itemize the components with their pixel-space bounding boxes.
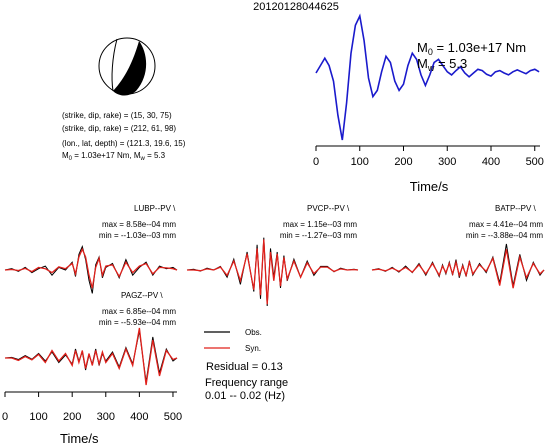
station-max-batp: max = 4.41e--04 mm [469, 220, 543, 229]
m0-symbol: M [62, 151, 69, 160]
waveforms [4, 237, 545, 386]
station-min-pagz: min = --5.93e--04 mm [99, 318, 176, 327]
syn-trace-station-2 [371, 249, 545, 289]
station-name-pvcp: PVCP--PV \ [307, 204, 350, 213]
stf-tick-label: 500 [526, 156, 544, 168]
station-name-batp: BATP--PV \ [495, 204, 537, 213]
source-line-2: (strike, dip, rake) = (212, 61, 98) [62, 124, 176, 133]
stf-mw-value: = 5.3 [434, 56, 467, 71]
waveform-xlabel: Time/s [60, 431, 99, 446]
waveform-tick-label: 400 [130, 411, 148, 423]
source-line-1: (strike, dip, rake) = (15, 30, 75) [62, 111, 172, 120]
station-max-lubp: max = 8.58e--04 mm [102, 220, 176, 229]
syn-trace-station-1 [187, 239, 359, 305]
stf-tick-label: 200 [394, 156, 412, 168]
station-min-pvcp: min = --1.27e--03 mm [280, 231, 357, 240]
waveform-tick-label: 500 [164, 411, 182, 423]
waveform-tick-label: 200 [63, 411, 81, 423]
stf-tick-label: 300 [438, 156, 456, 168]
stf-m0-label: M0 = 1.03e+17 Nm [417, 40, 526, 57]
stf-xlabel: Time/s [410, 179, 449, 194]
station-min-lubp: min = --1.03e--03 mm [99, 231, 176, 240]
mw-subscript: w [140, 156, 146, 162]
frequency-value: 0.01 -- 0.02 (Hz) [205, 390, 285, 402]
waveform-tick-label: 300 [97, 411, 115, 423]
m0-value: = 1.03e+17 Nm, M [72, 151, 141, 160]
syn-trace-station-3 [5, 327, 178, 386]
syn-trace-station-0 [4, 247, 178, 289]
source-line-4: M0 = 1.03e+17 Nm, Mw = 5.3 [62, 151, 166, 162]
stf-mw-subscript: w [427, 63, 435, 73]
stf-tick-label: 400 [482, 156, 500, 168]
stf-m0-value: = 1.03e+17 Nm [433, 40, 526, 55]
station-min-batp: min = --3.88e--04 mm [466, 231, 543, 240]
legend: Obs. Syn. [204, 328, 262, 353]
figure-title: 20120128044625 [253, 1, 339, 13]
stf-plot: 0 100 200 300 400 500 Time/s M0 = 1.03e+17 Nm… [313, 13, 544, 194]
station-max-pvcp: max = 1.15e--03 mm [283, 220, 357, 229]
stf-mw-symbol: M [417, 56, 428, 71]
obs-trace-station-3 [4, 330, 178, 383]
station-max-pagz: max = 6.85e--04 mm [102, 307, 176, 316]
legend-syn-label: Syn. [245, 344, 261, 353]
beachball-compressional-quadrant [113, 41, 147, 96]
waveform-x-axis: 0 100 200 300 400 500 [2, 391, 182, 423]
waveform-tick-label: 100 [29, 411, 47, 423]
source-line-3: (lon., lat, depth) = (121.3, 19.6, 15) [62, 139, 186, 148]
waveform-tick-label: 0 [2, 411, 8, 423]
frequency-label: Frequency range [205, 377, 288, 389]
stf-tick-label: 100 [351, 156, 369, 168]
stf-m0-subscript: 0 [428, 47, 433, 57]
mw-value: = 5.3 [145, 151, 166, 160]
obs-trace-station-0 [4, 245, 178, 294]
stf-series-line [315, 13, 540, 141]
stf-mw-label: Mw = 5.3 [417, 56, 467, 73]
stf-tick-label: 0 [313, 156, 319, 168]
station-name-pagz: PAGZ--PV \ [121, 291, 163, 300]
stf-ticks: 0 100 200 300 400 500 [313, 146, 544, 168]
station-name-lubp: LUBP--PV \ [134, 204, 176, 213]
residual-label: Residual = 0.13 [206, 361, 283, 373]
legend-obs-label: Obs. [245, 328, 262, 337]
m0-subscript: 0 [69, 156, 73, 162]
stf-m0-symbol: M [417, 40, 428, 55]
beachball [98, 37, 156, 96]
beachball-nodal-plane [111, 38, 118, 92]
